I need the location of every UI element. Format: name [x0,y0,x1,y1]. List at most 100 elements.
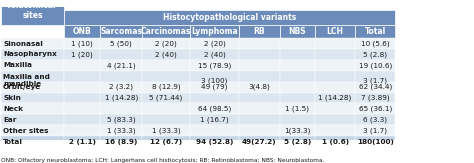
Bar [143,125,190,136]
Text: 1 (1.5): 1 (1.5) [285,106,309,112]
Text: ONB: Olfactory neuroblastoma; LCH: Langerhans cell histiocytosis; RB: Retinoblas: ONB: Olfactory neuroblastoma; LCH: Lange… [0,158,324,163]
Bar [64,49,100,60]
Text: 2 (3.2): 2 (3.2) [109,84,133,90]
Text: 1 (14.28): 1 (14.28) [105,95,138,101]
Bar [239,104,280,114]
Text: 2 (20): 2 (20) [155,40,177,47]
Text: Skin: Skin [3,95,21,101]
Bar [0,71,64,90]
Text: Maxilla and
mandible: Maxilla and mandible [3,74,50,87]
Bar [0,60,64,71]
Bar [143,104,190,114]
Bar [64,93,100,104]
Bar [355,60,395,71]
Text: Anatomical
sites: Anatomical sites [8,1,57,20]
Text: 64 (98.5): 64 (98.5) [198,106,231,112]
Bar [143,25,190,38]
Text: 3 (100): 3 (100) [201,77,228,84]
Bar [239,25,280,38]
Bar [0,136,64,147]
Text: 62 (34.4): 62 (34.4) [359,84,392,90]
Bar [239,114,280,125]
Bar [315,93,355,104]
Text: NBS: NBS [289,27,306,36]
Text: Total: Total [3,139,23,145]
Bar [355,38,395,49]
Bar [239,125,280,136]
Bar [190,93,239,104]
Bar [280,82,315,93]
Bar [64,125,100,136]
Bar [239,136,280,147]
Bar [280,114,315,125]
Text: ONB: ONB [73,27,91,36]
Bar [315,125,355,136]
Bar [280,49,315,60]
Text: 3 (1.7): 3 (1.7) [363,127,387,134]
Text: 1 (14.28): 1 (14.28) [319,95,352,101]
Bar [64,38,100,49]
Bar [315,114,355,125]
Bar [100,93,143,104]
Text: 1 (20): 1 (20) [72,51,93,58]
Bar [239,71,280,90]
Bar [64,60,100,71]
Bar [355,71,395,90]
Bar [190,49,239,60]
Bar [143,93,190,104]
Bar [64,104,100,114]
Bar [190,71,239,90]
Bar [355,93,395,104]
Bar [239,49,280,60]
Bar [143,49,190,60]
Bar [0,0,64,25]
Bar [280,93,315,104]
Bar [0,49,64,60]
Text: LCH: LCH [327,27,344,36]
Text: 1 (16.7): 1 (16.7) [200,117,229,123]
Bar [143,38,190,49]
Text: 5 (50): 5 (50) [110,40,132,47]
Text: 180(100): 180(100) [357,139,394,145]
Bar [64,82,100,93]
Text: 5 (2.8): 5 (2.8) [283,139,311,145]
Text: 5 (71.44): 5 (71.44) [149,95,183,101]
Bar [355,104,395,114]
Bar [143,60,190,71]
Bar [280,125,315,136]
Bar [100,82,143,93]
Bar [100,60,143,71]
Text: Carcinomas: Carcinomas [141,27,191,36]
Text: Lymphoma: Lymphoma [191,27,238,36]
Bar [280,104,315,114]
Bar [280,25,315,38]
Text: 5 (2.8): 5 (2.8) [363,51,387,58]
Bar [190,60,239,71]
Bar [0,82,64,93]
Text: Total: Total [365,27,386,36]
Bar [280,136,315,147]
Bar [190,104,239,114]
Bar [143,114,190,125]
Text: 10 (5.6): 10 (5.6) [361,40,390,47]
Bar [315,82,355,93]
Bar [190,25,239,38]
Text: Neck: Neck [3,106,23,112]
Bar [100,114,143,125]
Text: Sinonasal: Sinonasal [3,41,43,47]
Bar [315,49,355,60]
Bar [190,114,239,125]
Text: RB: RB [254,27,265,36]
Bar [64,25,100,38]
Text: 6 (3.3): 6 (3.3) [363,117,387,123]
Text: 7 (3.89): 7 (3.89) [361,95,390,101]
Text: Ear: Ear [3,117,17,123]
Text: 2 (20): 2 (20) [204,40,226,47]
Text: Orbit/eye: Orbit/eye [3,84,41,90]
Text: Maxilla: Maxilla [3,62,32,68]
Text: Sarcomas: Sarcomas [100,27,142,36]
Bar [239,93,280,104]
Bar [143,71,190,90]
Bar [143,82,190,93]
Bar [190,82,239,93]
